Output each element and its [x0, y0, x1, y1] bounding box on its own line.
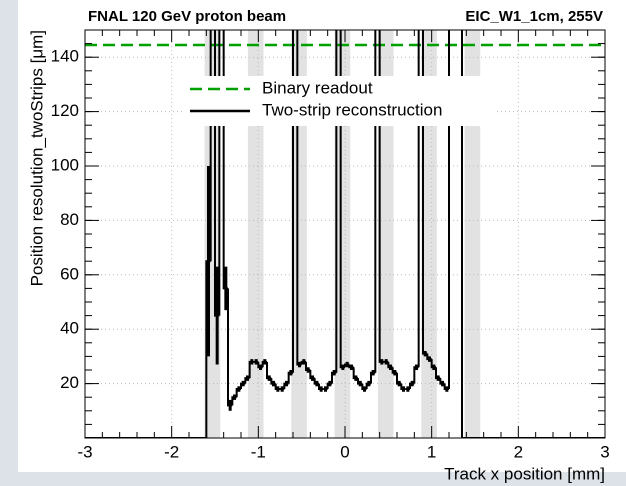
y-tick-label: 120 [51, 101, 79, 120]
x-tick-label: 2 [514, 442, 523, 461]
legend: Binary readout Two-strip reconstruction [190, 78, 442, 119]
title-left: FNAL 120 GeV proton beam [88, 8, 286, 25]
legend-label: Two-strip reconstruction [262, 100, 442, 119]
strip-band [464, 30, 481, 438]
x-tick-label: 1 [427, 442, 436, 461]
x-tick-label: -2 [164, 442, 179, 461]
strip-band [421, 30, 437, 438]
histogram-step [335, 30, 338, 373]
histogram-step [448, 30, 450, 390]
plot [85, 30, 605, 438]
x-tick-label: -1 [251, 442, 266, 461]
y-tick-label: 80 [60, 210, 79, 229]
legend-label: Binary readout [262, 78, 373, 97]
y-tick-label: 100 [51, 155, 79, 174]
canvas [18, 0, 626, 472]
legend-box [185, 76, 495, 126]
histogram-step [374, 30, 377, 373]
y-tick-label: 20 [60, 373, 79, 392]
strip-band [377, 30, 394, 438]
x-axis-label: Track x position [mm] [444, 464, 605, 483]
y-tick-label: 140 [51, 47, 79, 66]
axes: -3 -2 -1 0 1 2 3 20 40 60 80 100 120 140 [51, 30, 610, 461]
strip-band [334, 30, 351, 438]
strip-band [291, 30, 307, 438]
x-tick-label: 0 [340, 442, 349, 461]
x-tick-label: -3 [77, 442, 92, 461]
y-tick-label: 40 [60, 319, 79, 338]
y-axis-label: Position resolution_twoStrips [μm] [27, 30, 46, 286]
y-tick-label: 60 [60, 264, 79, 283]
strip-band [247, 30, 264, 438]
title-right: EIC_W1_1cm, 255V [465, 8, 603, 25]
x-tick-label: 3 [600, 442, 609, 461]
